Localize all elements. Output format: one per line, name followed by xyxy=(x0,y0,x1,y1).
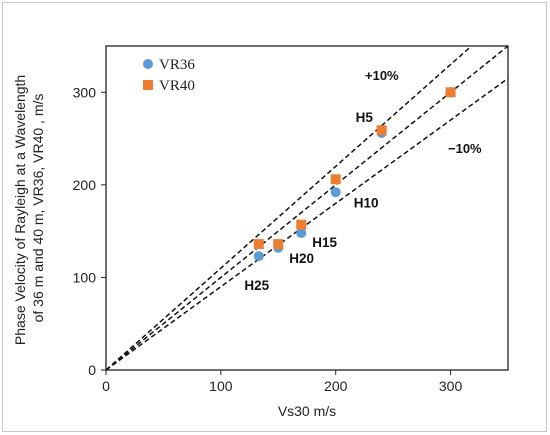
y-tick-label: 0 xyxy=(88,362,96,378)
x-tick-label: 100 xyxy=(209,378,233,394)
point-vr40 xyxy=(273,239,284,250)
point-label: H20 xyxy=(289,251,314,266)
point-label: H5 xyxy=(356,110,374,125)
y-axis-label: Phase Velocity of Rayleigh at a Waveleng… xyxy=(12,71,46,345)
reference-line-1 xyxy=(105,45,509,371)
tick-labels: 0 100 200 300 0 100 200 300 xyxy=(73,84,463,394)
point-vr40 xyxy=(253,239,264,250)
point-vr36 xyxy=(330,187,341,198)
plot-area-border xyxy=(105,45,509,371)
y-axis-label-line-1: Phase Velocity of Rayleigh at a Waveleng… xyxy=(12,75,28,345)
legend-marker-vr36 xyxy=(143,59,153,69)
point-label: H15 xyxy=(312,235,337,250)
point-vr40 xyxy=(376,125,387,136)
point-vr40 xyxy=(296,219,307,230)
x-tick-label: 0 xyxy=(102,378,110,394)
point-vr36 xyxy=(296,227,307,238)
reference-line-label: +10% xyxy=(365,68,399,83)
point-vr36 xyxy=(253,251,264,262)
legend-marker-vr40 xyxy=(143,80,153,90)
reference-line-labels: +10% −10% xyxy=(365,68,482,156)
reference-line-0 xyxy=(105,45,472,371)
reference-lines xyxy=(105,45,509,371)
x-tick-label: 200 xyxy=(324,378,348,394)
point-label: H25 xyxy=(244,278,269,293)
y-tick-label: 200 xyxy=(73,177,97,193)
y-tick-label: 100 xyxy=(73,269,97,285)
y-axis-label-line-2: of 36 m and 40 m, VR36, VR40 , m/s xyxy=(30,94,46,323)
legend-label: VR36 xyxy=(159,57,195,73)
reference-line-label: −10% xyxy=(448,141,482,156)
point-vr40 xyxy=(445,87,456,98)
reference-line-2 xyxy=(105,77,509,371)
x-tick-label: 300 xyxy=(439,378,463,394)
y-tick-label: 300 xyxy=(73,84,97,100)
x-axis-label: Vs30 m/s xyxy=(278,403,336,419)
point-vr40 xyxy=(330,174,341,185)
legend-label: VR40 xyxy=(159,78,195,94)
legend: VR36 VR40 xyxy=(143,57,195,94)
plot-axes xyxy=(101,45,509,375)
point-label: H10 xyxy=(354,195,379,210)
chart-frame xyxy=(2,2,547,432)
data-points xyxy=(253,87,456,262)
